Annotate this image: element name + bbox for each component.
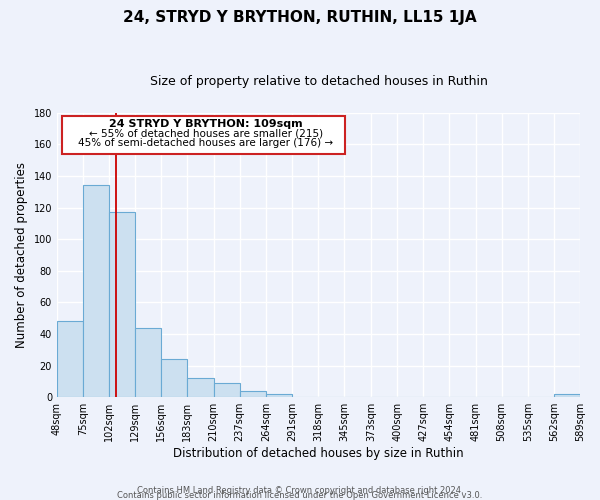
Text: 24 STRYD Y BRYTHON: 109sqm: 24 STRYD Y BRYTHON: 109sqm: [109, 119, 303, 129]
X-axis label: Distribution of detached houses by size in Ruthin: Distribution of detached houses by size …: [173, 447, 464, 460]
Bar: [187, 378, 214, 397]
Text: 45% of semi-detached houses are larger (176) →: 45% of semi-detached houses are larger (…: [79, 138, 334, 148]
Title: Size of property relative to detached houses in Ruthin: Size of property relative to detached ho…: [149, 75, 487, 88]
Bar: [554, 394, 580, 397]
Bar: [266, 394, 292, 397]
Bar: [214, 383, 239, 397]
Bar: [135, 328, 161, 397]
Bar: [83, 186, 109, 397]
Text: 24, STRYD Y BRYTHON, RUTHIN, LL15 1JA: 24, STRYD Y BRYTHON, RUTHIN, LL15 1JA: [123, 10, 477, 25]
FancyBboxPatch shape: [62, 116, 344, 154]
Y-axis label: Number of detached properties: Number of detached properties: [15, 162, 28, 348]
Bar: [239, 391, 266, 397]
Text: Contains HM Land Registry data © Crown copyright and database right 2024.: Contains HM Land Registry data © Crown c…: [137, 486, 463, 495]
Bar: [109, 212, 135, 397]
Text: ← 55% of detached houses are smaller (215): ← 55% of detached houses are smaller (21…: [89, 128, 323, 138]
Bar: [57, 322, 83, 397]
Text: Contains public sector information licensed under the Open Government Licence v3: Contains public sector information licen…: [118, 490, 482, 500]
Bar: [161, 360, 187, 397]
